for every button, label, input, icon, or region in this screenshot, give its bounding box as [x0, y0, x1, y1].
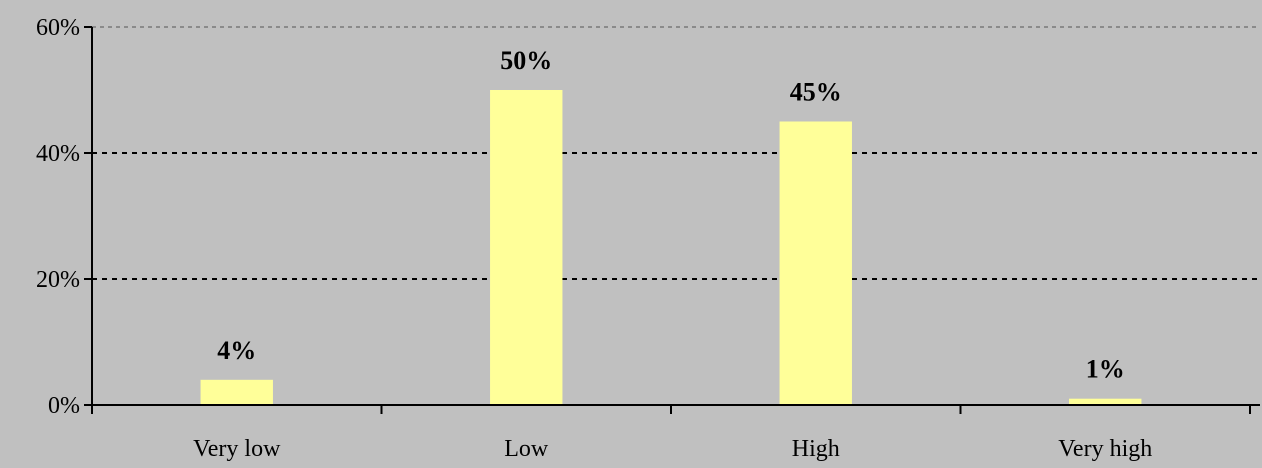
bar-very-high — [1069, 398, 1142, 405]
y-tick-label: 20% — [36, 267, 80, 293]
x-tick-label: High — [792, 436, 840, 462]
y-tick-label: 40% — [36, 141, 80, 167]
gridlines — [92, 26, 1260, 280]
x-tick-label: Very low — [193, 436, 281, 462]
data-label: 50% — [500, 46, 552, 75]
bars — [200, 90, 1142, 405]
bar-high — [779, 121, 852, 405]
data-label: 45% — [790, 78, 842, 107]
x-tick-label: Very high — [1058, 436, 1152, 462]
x-tick-label: Low — [504, 436, 549, 462]
y-tick-label: 0% — [48, 393, 80, 419]
data-label: 1% — [1086, 355, 1125, 384]
y-tick-labels: 0% 20% 40% 60% — [36, 15, 80, 419]
bar-very-low — [200, 379, 273, 405]
y-tick-label: 60% — [36, 15, 80, 41]
data-labels: 4% 50% 45% 1% — [217, 46, 1125, 384]
axes — [84, 26, 1260, 414]
data-label: 4% — [217, 336, 256, 365]
bar-low — [490, 90, 563, 405]
x-tick-labels: Very low Low High Very high — [193, 436, 1152, 462]
